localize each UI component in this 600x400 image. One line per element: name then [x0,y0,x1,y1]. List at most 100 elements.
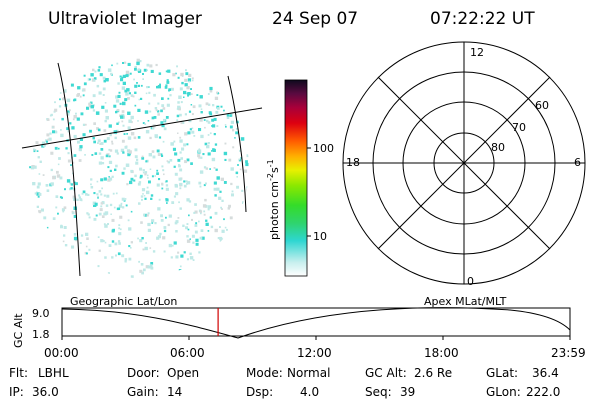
speckle [167,160,170,164]
speckle [86,252,88,255]
speckle [112,192,115,195]
speckle [228,158,232,162]
speckle [55,195,59,198]
speckle [92,94,96,98]
speckle [186,235,189,238]
speckle [216,91,219,94]
speckle [111,64,113,67]
speckle [200,108,203,110]
speckle [192,259,195,261]
speckle [66,110,70,114]
speckle [124,61,127,64]
speckle [114,168,117,171]
speckle [105,204,109,207]
speckle [116,122,119,125]
speckle [148,86,150,88]
speckle [234,137,236,139]
speckle [162,140,165,143]
speckle [154,175,156,177]
speckle [115,192,118,195]
speckle [231,190,234,193]
speckle [246,186,249,189]
speckle [67,159,71,163]
speckle [142,248,145,251]
speckle [145,160,148,163]
speckle [191,127,194,130]
speckle [216,125,219,127]
speckle [118,204,123,208]
speckle [50,113,53,117]
speckle [36,205,39,208]
speckle [37,156,40,159]
speckle [72,195,76,199]
speckle [141,198,143,201]
speckle [188,119,192,123]
speckle [72,172,74,175]
speckle [36,185,40,189]
speckle [57,212,59,215]
speckle [204,198,207,202]
speckle [137,68,141,71]
speckle [150,194,154,197]
speckle [151,222,154,224]
speckle [220,105,223,108]
speckle [136,82,138,84]
speckle [136,61,140,66]
speckle [70,164,72,166]
speckle [47,138,50,141]
speckle [107,68,112,72]
speckle [85,245,88,248]
timeline-x-tick-0600: 06:00 [170,346,205,360]
speckle [79,242,82,244]
speckle [85,193,88,196]
colorbar-unit-label: photon cm-2s-1 [266,159,281,240]
speckle [173,195,176,198]
speckle [163,229,167,233]
speckle [193,211,196,214]
speckle [173,241,177,245]
speckle [138,181,142,184]
speckle [151,175,154,178]
speckle [118,227,120,230]
speckle [54,146,58,150]
speckle [207,152,211,156]
speckle [40,208,44,212]
speckle [124,98,128,102]
speckle [154,222,157,225]
filter-value: LBHL [38,366,69,380]
seq-label: Seq: [365,385,392,399]
speckle [60,225,63,229]
speckle [242,201,245,204]
speckle [90,186,94,189]
speckle [89,129,92,133]
polar-plot [342,41,586,285]
speckle [134,66,137,69]
speckle [118,91,121,94]
speckle [142,171,145,174]
speckle [227,207,231,210]
speckle [223,109,225,112]
speckle [141,237,144,240]
speckle [246,154,249,158]
ip-label: IP: [9,385,24,399]
speckle [45,184,49,187]
speckle [165,187,169,191]
speckle [104,256,107,259]
speckle [178,164,180,166]
speckle [149,168,152,170]
glon-label: GLon: [486,385,521,399]
speckle [141,156,145,160]
speckle [198,104,202,108]
speckle [127,74,130,76]
speckle [115,110,118,114]
speckle [175,255,179,259]
speckle [66,98,71,103]
speckle [113,104,117,108]
speckle [199,210,203,213]
speckle [62,240,65,243]
speckle [241,189,244,192]
speckle [59,176,63,180]
speckle [188,80,191,83]
speckle [144,123,147,125]
speckle [163,127,167,131]
